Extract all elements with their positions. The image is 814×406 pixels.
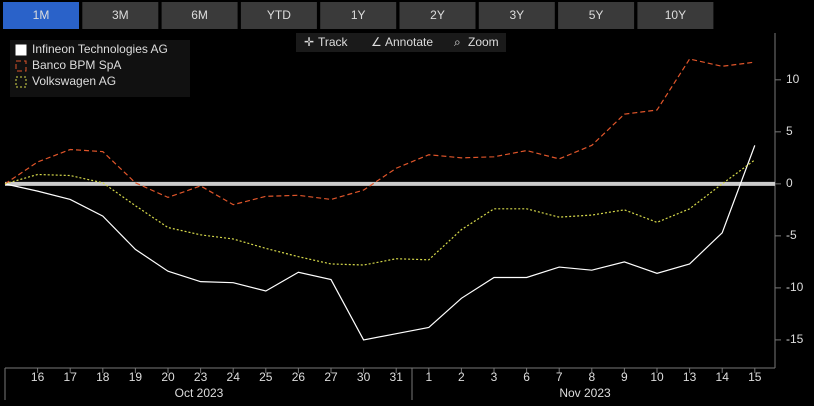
range-button-label[interactable]: 3Y: [509, 8, 524, 22]
range-button[interactable]: [558, 2, 635, 29]
x-tick-label: 30: [357, 370, 371, 384]
x-tick-label: 6: [523, 370, 530, 384]
range-button[interactable]: [637, 2, 714, 29]
range-button-label[interactable]: 10Y: [665, 8, 686, 22]
x-tick-label: 27: [324, 370, 338, 384]
x-tick-label: 25: [259, 370, 273, 384]
x-tick-label: 10: [650, 370, 664, 384]
range-button-label[interactable]: 6M: [191, 8, 208, 22]
x-tick-label: 19: [129, 370, 143, 384]
range-button[interactable]: [3, 2, 79, 29]
x-tick-label: 1: [425, 370, 432, 384]
legend-box: [10, 40, 190, 97]
y-tick-label: 5: [786, 124, 793, 138]
range-button-label[interactable]: 1Y: [351, 8, 366, 22]
x-tick-label: 14: [716, 370, 730, 384]
series-line: [4, 145, 756, 341]
month-label: Oct 2023: [175, 386, 224, 400]
toolbar: [296, 33, 506, 52]
range-button[interactable]: [320, 2, 397, 29]
range-button-label[interactable]: 1M: [33, 8, 50, 22]
range-button-label[interactable]: 3M: [112, 8, 129, 22]
range-button[interactable]: [399, 2, 476, 29]
x-tick-label: 8: [588, 370, 595, 384]
range-button[interactable]: [82, 2, 159, 29]
toolbar-button[interactable]: Track: [318, 35, 349, 49]
range-button-label[interactable]: 5Y: [589, 8, 604, 22]
toolbar-icon: ✛: [304, 35, 314, 49]
range-button[interactable]: [161, 2, 238, 29]
legend-swatch: [15, 76, 27, 88]
x-tick-label: 7: [556, 370, 563, 384]
x-tick-label: 3: [491, 370, 498, 384]
y-tick-label: -10: [786, 280, 804, 294]
range-button[interactable]: [240, 2, 317, 29]
x-tick-label: 13: [683, 370, 697, 384]
y-tick-label: -5: [786, 228, 797, 242]
x-tick-label: 23: [194, 370, 208, 384]
toolbar-icon: ∠: [371, 35, 382, 49]
y-tick-label: -15: [786, 332, 804, 346]
legend-swatch: [15, 60, 27, 72]
legend-label: Banco BPM SpA: [32, 58, 121, 72]
legend-swatch: [15, 44, 27, 56]
toolbar-icon: ⌕: [454, 35, 461, 49]
range-button[interactable]: [478, 2, 555, 29]
legend-label: Volkswagen AG: [32, 74, 116, 88]
month-label: Nov 2023: [559, 386, 611, 400]
toolbar-button[interactable]: Zoom: [468, 35, 499, 49]
x-tick-label: 9: [621, 370, 628, 384]
series-line: [4, 159, 756, 266]
toolbar-button[interactable]: Annotate: [385, 35, 433, 49]
y-tick-label: 10: [786, 72, 800, 86]
series-line: [4, 58, 755, 206]
x-tick-label: 24: [227, 370, 241, 384]
range-button-label[interactable]: 2Y: [430, 8, 445, 22]
range-button-label[interactable]: YTD: [267, 8, 291, 22]
x-tick-label: 2: [458, 370, 465, 384]
x-tick-label: 26: [292, 370, 306, 384]
x-tick-label: 31: [390, 370, 404, 384]
x-tick-label: 20: [161, 370, 175, 384]
x-tick-label: 15: [748, 370, 762, 384]
legend-label: Infineon Technologies AG: [32, 42, 168, 56]
y-tick-label: 0: [786, 176, 793, 190]
x-tick-label: 17: [64, 370, 78, 384]
x-tick-label: 16: [31, 370, 45, 384]
x-tick-label: 18: [96, 370, 110, 384]
